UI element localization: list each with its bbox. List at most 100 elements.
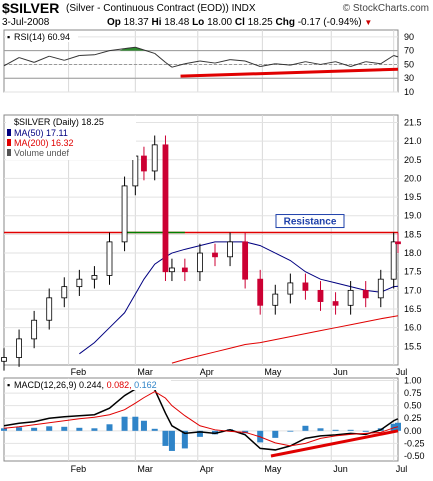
macd-histogram-bar	[287, 430, 294, 432]
description-text: (Silver - Continuous Contract (EOD))	[66, 3, 229, 14]
rsi-line-segment	[18, 57, 35, 63]
change-label: Chg	[275, 17, 295, 28]
rsi-line-segment	[320, 61, 336, 65]
quote-line: Op 18.37 Hi 18.48 Lo 18.00 Cl 18.25 Chg …	[107, 17, 372, 28]
rsi-line-segment	[154, 53, 166, 63]
y-tick-label-price: 17.0	[404, 285, 422, 295]
macd-histogram-bar	[76, 427, 83, 431]
x-tick-label-macd: Jul	[396, 464, 408, 474]
y-tick-label-macd: 0.25	[404, 413, 422, 423]
y-tick-label-price: 16.0	[404, 323, 422, 333]
price-bar-body	[347, 289, 354, 306]
macd-histogram-bar	[61, 426, 68, 431]
y-tick-label-price: 19.0	[404, 211, 422, 221]
y-tick-label-rsi: 70	[404, 46, 414, 56]
price-bar-body	[162, 144, 169, 273]
price-bar-body	[121, 185, 128, 243]
price-bar-body	[61, 286, 68, 299]
y-tick-label-price: 19.5	[404, 192, 422, 202]
rsi-overbought-fill	[119, 47, 149, 51]
x-tick-label-macd: Feb	[71, 464, 87, 474]
price-bar-body	[257, 278, 264, 306]
macd-histogram-bar	[121, 416, 128, 431]
macd-histogram-bar	[1, 428, 7, 431]
price-legend-entry: MA(200) 16.32	[14, 138, 74, 148]
rsi-legend-icon: ▪	[7, 32, 10, 42]
macd-histogram-bar	[31, 427, 38, 431]
rsi-line-segment	[165, 61, 173, 68]
price-bar-body	[212, 252, 218, 258]
y-tick-label-macd: -0.25	[404, 438, 425, 448]
resistance-label: Resistance	[284, 217, 337, 228]
macd-legend-icon: ▪	[7, 380, 10, 390]
rsi-line-segment	[214, 59, 231, 64]
macd-histogram-bar	[91, 428, 98, 431]
open-label: Op	[107, 17, 121, 28]
rsi-title: RSI(14) 60.94	[14, 32, 70, 42]
low-value: 18.00	[207, 17, 233, 28]
y-tick-label-price: 15.5	[404, 341, 422, 351]
y-tick-label-price: 21.5	[404, 117, 422, 127]
rsi-line-segment	[124, 46, 136, 50]
rsi-line-segment	[64, 55, 80, 61]
price-bar-body	[287, 282, 294, 295]
macd-histogram-bar	[272, 430, 279, 438]
y-tick-label-macd: 0.75	[404, 388, 422, 398]
rsi-line-segment	[365, 61, 381, 65]
y-tick-label-macd: -0.50	[404, 451, 425, 461]
macd-title-bg	[6, 379, 171, 390]
price-legend-entry: MA(50) 17.11	[14, 128, 68, 138]
x-tick-label-price: Feb	[71, 367, 87, 377]
price-bar-body	[151, 144, 158, 172]
y-tick-label-macd: 0.50	[404, 401, 422, 411]
rsi-line-segment	[230, 59, 246, 62]
high-label: Hi	[151, 17, 162, 28]
macd-histogram-bar	[332, 429, 339, 431]
rsi-line-segment	[49, 55, 65, 61]
x-tick-label-macd: May	[264, 464, 282, 474]
x-tick-label-macd: Mar	[137, 464, 153, 474]
y-tick-label-rsi: 30	[404, 73, 414, 83]
x-tick-label-price: Jul	[396, 367, 408, 377]
rsi-line-segment	[135, 46, 145, 51]
close-value: 18.25	[247, 17, 273, 28]
y-tick-label-price: 17.5	[404, 267, 422, 277]
rsi-line-segment	[79, 54, 95, 56]
ticker-symbol: $SILVER	[2, 0, 60, 16]
quote-date: 3-Jul-2008	[2, 17, 50, 28]
macd-histogram-bar	[362, 430, 369, 432]
price-bar-body	[132, 155, 139, 187]
rsi-line-segment	[350, 61, 366, 67]
price-bar-body	[332, 301, 339, 306]
y-tick-label-price: 20.0	[404, 173, 422, 183]
y-tick-label-rsi: 10	[404, 87, 414, 97]
macd-line-macd	[3, 386, 399, 451]
rsi-line-segment	[33, 55, 50, 63]
price-bar-body	[317, 289, 324, 302]
rsi-line-segment	[109, 48, 125, 52]
macd-title: MACD(12,26,9) 0.244, 0.082, 0.162	[14, 380, 157, 390]
price-bar-body	[169, 267, 175, 273]
price-bar-body	[91, 275, 98, 280]
macd-histogram-bar	[16, 427, 23, 431]
rsi-line-segment	[244, 60, 261, 67]
price-bar-body	[242, 241, 249, 280]
price-legend-swatch	[7, 129, 11, 136]
macd-histogram-bar	[181, 430, 188, 449]
macd-histogram-bar	[196, 430, 203, 437]
rsi-title-bg	[6, 31, 78, 42]
x-tick-label-price: Jun	[333, 367, 348, 377]
resistance-label-box	[275, 214, 345, 229]
macd-histogram-bar	[347, 429, 354, 431]
price-title: $SILVER (Daily) 18.25	[14, 117, 104, 127]
x-tick-label-price: Mar	[137, 367, 153, 377]
macd-histogram-bar	[162, 430, 169, 446]
down-arrow-icon: ▼	[364, 18, 373, 27]
price-bar-body	[141, 155, 147, 172]
rsi-line-segment	[171, 63, 185, 68]
y-tick-label-price: 16.5	[404, 304, 422, 314]
macd-histogram-bar	[302, 425, 309, 431]
price-legend-bg	[6, 116, 136, 160]
macd-histogram-bar	[140, 420, 147, 431]
